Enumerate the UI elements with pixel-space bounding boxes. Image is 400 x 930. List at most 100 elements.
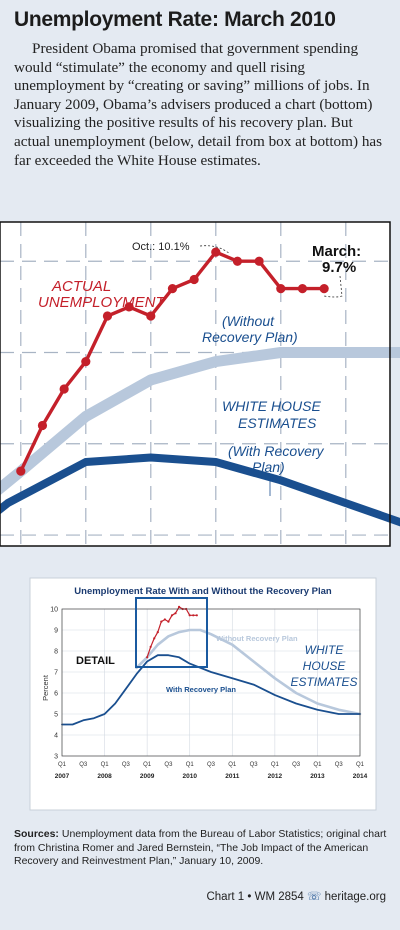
detail-actual-point [319,284,329,294]
small-series-line-without-recovery-plan [135,628,362,716]
small-actual-point [160,620,163,623]
detail-series-line-without-recovery-plan [0,347,400,496]
sources-label: Sources: [14,828,59,840]
small-actual-point [192,614,195,617]
detail-actual-point [37,420,48,431]
detail-chart-frame [0,221,391,547]
small-chart-plot-frame [61,608,361,757]
small-x-tick-label: Q1 [58,762,67,768]
small-actual-point [163,618,166,621]
small-year-label: 2010 [182,773,197,780]
small-actual-point [146,656,149,659]
with-label-line2: Plan) [252,459,285,475]
october-leader [199,245,231,255]
detail-actual-point [102,311,113,321]
march-value: 9.7% [322,259,356,276]
wh-label-line1: WHITE HOUSE [222,398,321,414]
small-without-label: Without Recovery Plan [216,634,298,643]
small-actual-point [149,645,152,648]
small-x-tick-label: Q1 [186,762,195,768]
detail-actual-point [124,302,134,312]
small-chart-series-group [61,605,362,726]
small-x-tick-label: Q1 [143,762,152,768]
small-y-tick-label: 6 [54,691,58,698]
small-year-label: 2008 [97,773,112,780]
october-annotation: Oct.: 10.1% [132,241,190,253]
detail-highlight-box [135,597,208,668]
without-label-line2: Recovery Plan) [202,329,298,345]
detail-actual-point [59,384,69,394]
page-title: Unemployment Rate: March 2010 [14,8,336,31]
small-wh-line2: HOUSE [303,659,347,673]
small-chart-axis-labels: 3 4 5 6 7 8 9 10 Q1 Q3 Q1 Q3 Q1 Q3 Q1 Q3 Q1 Q3 Q1 Q3 Q1 Q3 Q1 2… [50,607,367,781]
detail-actual-point [211,247,221,257]
detail-actual-point [189,274,199,285]
small-wh-line3: ESTIMATES [290,675,357,689]
detail-actual-point [16,466,26,476]
small-chart-card [29,577,377,811]
small-actual-point [167,620,170,623]
small-x-tick-label: Q1 [271,762,280,768]
small-x-tick-label: Q3 [79,762,88,768]
small-chart-ylabel: Percent [41,674,50,701]
chart-panel: Oct.: 10.1% March: 9.7% ACTUAL UNEMPLOYM… [0,221,400,811]
detail-actual-point [276,284,286,294]
small-chart-title: Unemployment Rate With and Without the R… [74,586,332,597]
march-leader [323,275,343,298]
small-actual-point [170,614,174,617]
detail-actual-point [254,256,264,266]
actual-label-line2: UNEMPLOYMENT [38,294,167,311]
small-actual-point [195,614,198,617]
wh-label-line2: ESTIMATES [238,415,317,431]
small-actual-point [156,631,159,634]
small-y-tick-label: 7 [54,670,58,677]
heritage-bell-icon: ☏ [307,891,322,903]
footer-site: heritage.org [324,891,386,903]
small-x-tick-label: Q1 [356,762,365,768]
small-x-tick-label: Q3 [122,762,131,768]
small-year-label: 2007 [55,773,70,780]
small-x-tick-label: Q1 [228,762,237,768]
without-label-line1: (Without [222,313,275,329]
small-x-tick-label: Q3 [207,762,216,768]
detail-actual-point [232,256,243,266]
small-x-tick-label: Q3 [164,762,173,768]
sources-text: Unemployment data from the Bureau of Lab… [14,828,387,867]
small-y-tick-label: 5 [54,712,58,719]
small-year-label: 2014 [353,773,368,780]
small-with-label: With Recovery Plan [166,685,236,694]
small-actual-point [177,605,181,609]
small-actual-point [174,612,177,615]
small-x-tick-label: Q3 [335,762,344,768]
small-year-label: 2011 [225,773,239,780]
small-y-tick-label: 9 [54,628,58,635]
with-label-line1: (With Recovery [228,443,325,459]
small-x-tick-label: Q1 [101,762,110,768]
march-title: March: [312,243,361,260]
footer: Chart 1 • WM 2854 ☏ heritage.org [206,889,386,903]
small-y-tick-label: 10 [50,607,58,614]
small-wh-line1: WHITE [305,643,345,657]
detail-actual-point [81,357,91,367]
small-year-label: 2012 [268,773,283,780]
intro-text: President Obama promised that government… [14,40,383,169]
small-actual-point [188,614,191,617]
small-y-tick-label: 4 [54,733,58,740]
detail-actual-point [146,311,156,321]
small-year-label: 2013 [310,773,325,780]
small-y-tick-label: 3 [54,754,58,761]
small-x-tick-label: Q3 [250,762,259,768]
small-detail-label: DETAIL [76,655,115,667]
chart-id: Chart 1 • WM 2854 [206,891,304,903]
detail-series-group [0,247,400,527]
detail-actual-point [167,284,178,294]
detail-actual-point [297,284,308,294]
actual-label-line1: ACTUAL [51,278,111,295]
small-year-label: 2009 [140,773,155,780]
small-x-tick-label: Q3 [292,762,301,768]
sources-note: Sources: Unemployment data from the Bure… [14,828,388,869]
small-x-tick-label: Q1 [313,762,322,768]
small-y-tick-label: 8 [54,649,58,656]
detail-series-line-with-recovery-plan [0,453,400,527]
